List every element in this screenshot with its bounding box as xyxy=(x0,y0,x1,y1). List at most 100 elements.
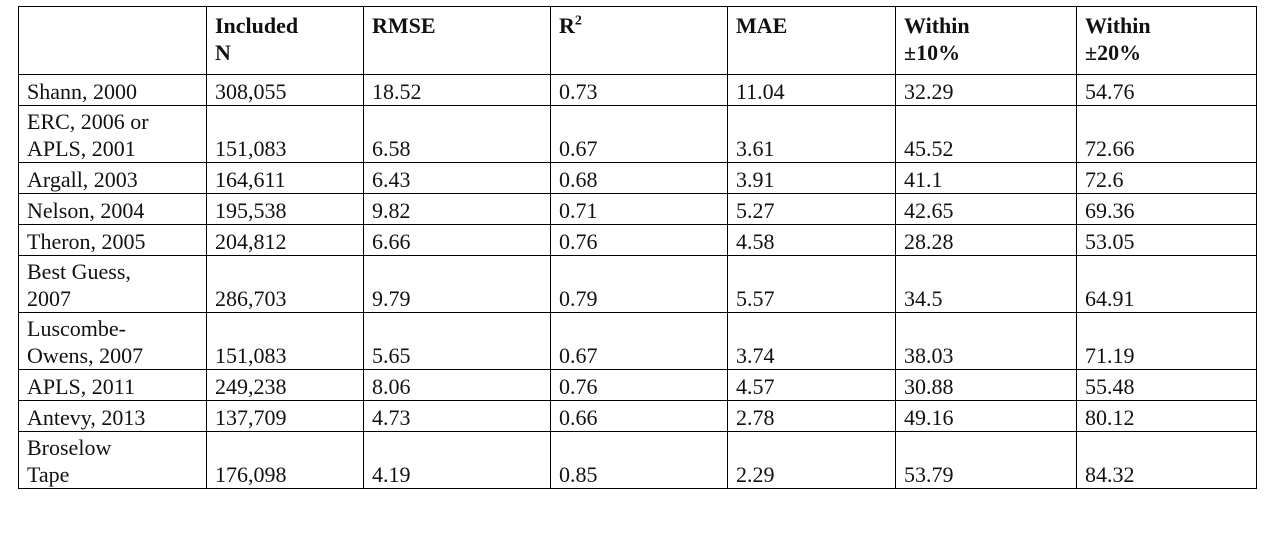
cell-within-20: 54.76 xyxy=(1076,74,1257,106)
cell-rmse: 18.52 xyxy=(363,74,551,106)
header-cell-r2: R2 xyxy=(550,6,728,75)
cell-included-n: 164,611 xyxy=(206,162,364,194)
table-row: Theron, 2005 204,812 6.66 0.76 4.58 28.28 53.0… xyxy=(18,224,1257,256)
cell-method: Antevy, 2013 xyxy=(18,400,207,432)
cell-rmse: 4.73 xyxy=(363,400,551,432)
table-row: Nelson, 2004 195,538 9.82 0.71 5.27 42.65 69.3… xyxy=(18,193,1257,225)
cell-mae: 2.29 xyxy=(727,431,896,489)
table-row: APLS, 2011 249,238 8.06 0.76 4.57 30.88 55.48 xyxy=(18,369,1257,401)
header-cell-rmse: RMSE xyxy=(363,6,551,75)
method-label-line: 2007 xyxy=(27,286,71,311)
cell-within-10: 28.28 xyxy=(895,224,1077,256)
cell-rmse: 6.58 xyxy=(363,105,551,163)
table-row: Best Guess, 2007 286,703 9.79 0.79 5.57 34.5 64… xyxy=(18,255,1257,313)
cell-mae: 2.78 xyxy=(727,400,896,432)
cell-within-20: 72.6 xyxy=(1076,162,1257,194)
cell-r2: 0.68 xyxy=(550,162,728,194)
table-row: Broselow Tape 176,098 4.19 0.85 2.29 53.79 84.3… xyxy=(18,431,1257,489)
cell-within-10: 42.65 xyxy=(895,193,1077,225)
cell-rmse: 4.19 xyxy=(363,431,551,489)
cell-within-10: 32.29 xyxy=(895,74,1077,106)
table-row: Argall, 2003 164,611 6.43 0.68 3.91 41.1 72.6 xyxy=(18,162,1257,194)
cell-method: Best Guess, 2007 xyxy=(18,255,207,313)
cell-r2: 0.73 xyxy=(550,74,728,106)
header-text: N xyxy=(215,40,231,65)
cell-mae: 3.91 xyxy=(727,162,896,194)
cell-method: ERC, 2006 or APLS, 2001 xyxy=(18,105,207,163)
header-text: Included xyxy=(215,13,299,38)
method-label-line: APLS, 2011 xyxy=(27,374,135,399)
cell-r2: 0.67 xyxy=(550,105,728,163)
cell-r2: 0.71 xyxy=(550,193,728,225)
cell-included-n: 195,538 xyxy=(206,193,364,225)
table-row: ERC, 2006 or APLS, 2001 151,083 6.58 0.67 3.6… xyxy=(18,105,1257,163)
cell-within-20: 64.91 xyxy=(1076,255,1257,313)
cell-rmse: 9.79 xyxy=(363,255,551,313)
cell-included-n: 308,055 xyxy=(206,74,364,106)
cell-mae: 11.04 xyxy=(727,74,896,106)
cell-mae: 3.61 xyxy=(727,105,896,163)
header-text: Within xyxy=(904,13,970,38)
cell-within-20: 80.12 xyxy=(1076,400,1257,432)
cell-rmse: 5.65 xyxy=(363,312,551,370)
cell-within-20: 84.32 xyxy=(1076,431,1257,489)
header-cell-mae: MAE xyxy=(727,6,896,75)
cell-within-10: 38.03 xyxy=(895,312,1077,370)
method-label-line: Luscombe- xyxy=(27,316,126,341)
cell-mae: 5.57 xyxy=(727,255,896,313)
cell-r2: 0.66 xyxy=(550,400,728,432)
header-text: R xyxy=(559,13,575,38)
cell-method: Luscombe- Owens, 2007 xyxy=(18,312,207,370)
cell-within-10: 49.16 xyxy=(895,400,1077,432)
table-row: Luscombe- Owens, 2007 151,083 5.65 0.67 3.74 3… xyxy=(18,312,1257,370)
header-text: RMSE xyxy=(372,13,436,38)
header-cell-included-n: Included N xyxy=(206,6,364,75)
cell-included-n: 151,083 xyxy=(206,312,364,370)
header-text: MAE xyxy=(736,13,788,38)
cell-mae: 4.57 xyxy=(727,369,896,401)
cell-rmse: 6.43 xyxy=(363,162,551,194)
cell-within-10: 53.79 xyxy=(895,431,1077,489)
method-label-line: Argall, 2003 xyxy=(27,167,138,192)
cell-r2: 0.76 xyxy=(550,224,728,256)
cell-mae: 3.74 xyxy=(727,312,896,370)
cell-included-n: 137,709 xyxy=(206,400,364,432)
table-body: Shann, 2000 308,055 18.52 0.73 11.04 32.29 54.… xyxy=(18,74,1257,489)
cell-within-20: 71.19 xyxy=(1076,312,1257,370)
method-label-line: Shann, 2000 xyxy=(27,79,137,104)
method-label-line: APLS, 2001 xyxy=(27,136,136,161)
cell-mae: 4.58 xyxy=(727,224,896,256)
cell-r2: 0.76 xyxy=(550,369,728,401)
header-cell-within-10: Within ±10% xyxy=(895,6,1077,75)
method-label-line: Owens, 2007 xyxy=(27,343,144,368)
cell-included-n: 176,098 xyxy=(206,431,364,489)
cell-within-10: 45.52 xyxy=(895,105,1077,163)
method-label-line: Best Guess, xyxy=(27,259,131,284)
cell-method: Broselow Tape xyxy=(18,431,207,489)
cell-within-10: 30.88 xyxy=(895,369,1077,401)
cell-within-10: 34.5 xyxy=(895,255,1077,313)
method-label-line: Nelson, 2004 xyxy=(27,198,145,223)
table-row: Shann, 2000 308,055 18.52 0.73 11.04 32.29 54.… xyxy=(18,74,1257,106)
cell-within-20: 55.48 xyxy=(1076,369,1257,401)
cell-r2: 0.79 xyxy=(550,255,728,313)
header-superscript: 2 xyxy=(574,13,582,29)
cell-method: Nelson, 2004 xyxy=(18,193,207,225)
results-table: Included N RMSE R2 MAE Within ±10% Withi… xyxy=(18,6,1257,489)
cell-rmse: 8.06 xyxy=(363,369,551,401)
cell-included-n: 249,238 xyxy=(206,369,364,401)
cell-method: Shann, 2000 xyxy=(18,74,207,106)
cell-mae: 5.27 xyxy=(727,193,896,225)
method-label-line: Theron, 2005 xyxy=(27,229,146,254)
header-row: Included N RMSE R2 MAE Within ±10% Withi… xyxy=(18,6,1257,75)
table-row: Antevy, 2013 137,709 4.73 0.66 2.78 49.16 80.1… xyxy=(18,400,1257,432)
cell-within-20: 69.36 xyxy=(1076,193,1257,225)
header-cell-method xyxy=(18,6,207,75)
method-label-line: Antevy, 2013 xyxy=(27,405,146,430)
cell-within-10: 41.1 xyxy=(895,162,1077,194)
cell-r2: 0.67 xyxy=(550,312,728,370)
header-text: Within xyxy=(1085,13,1151,38)
method-label-line: ERC, 2006 or xyxy=(27,109,149,134)
cell-rmse: 6.66 xyxy=(363,224,551,256)
cell-within-20: 72.66 xyxy=(1076,105,1257,163)
